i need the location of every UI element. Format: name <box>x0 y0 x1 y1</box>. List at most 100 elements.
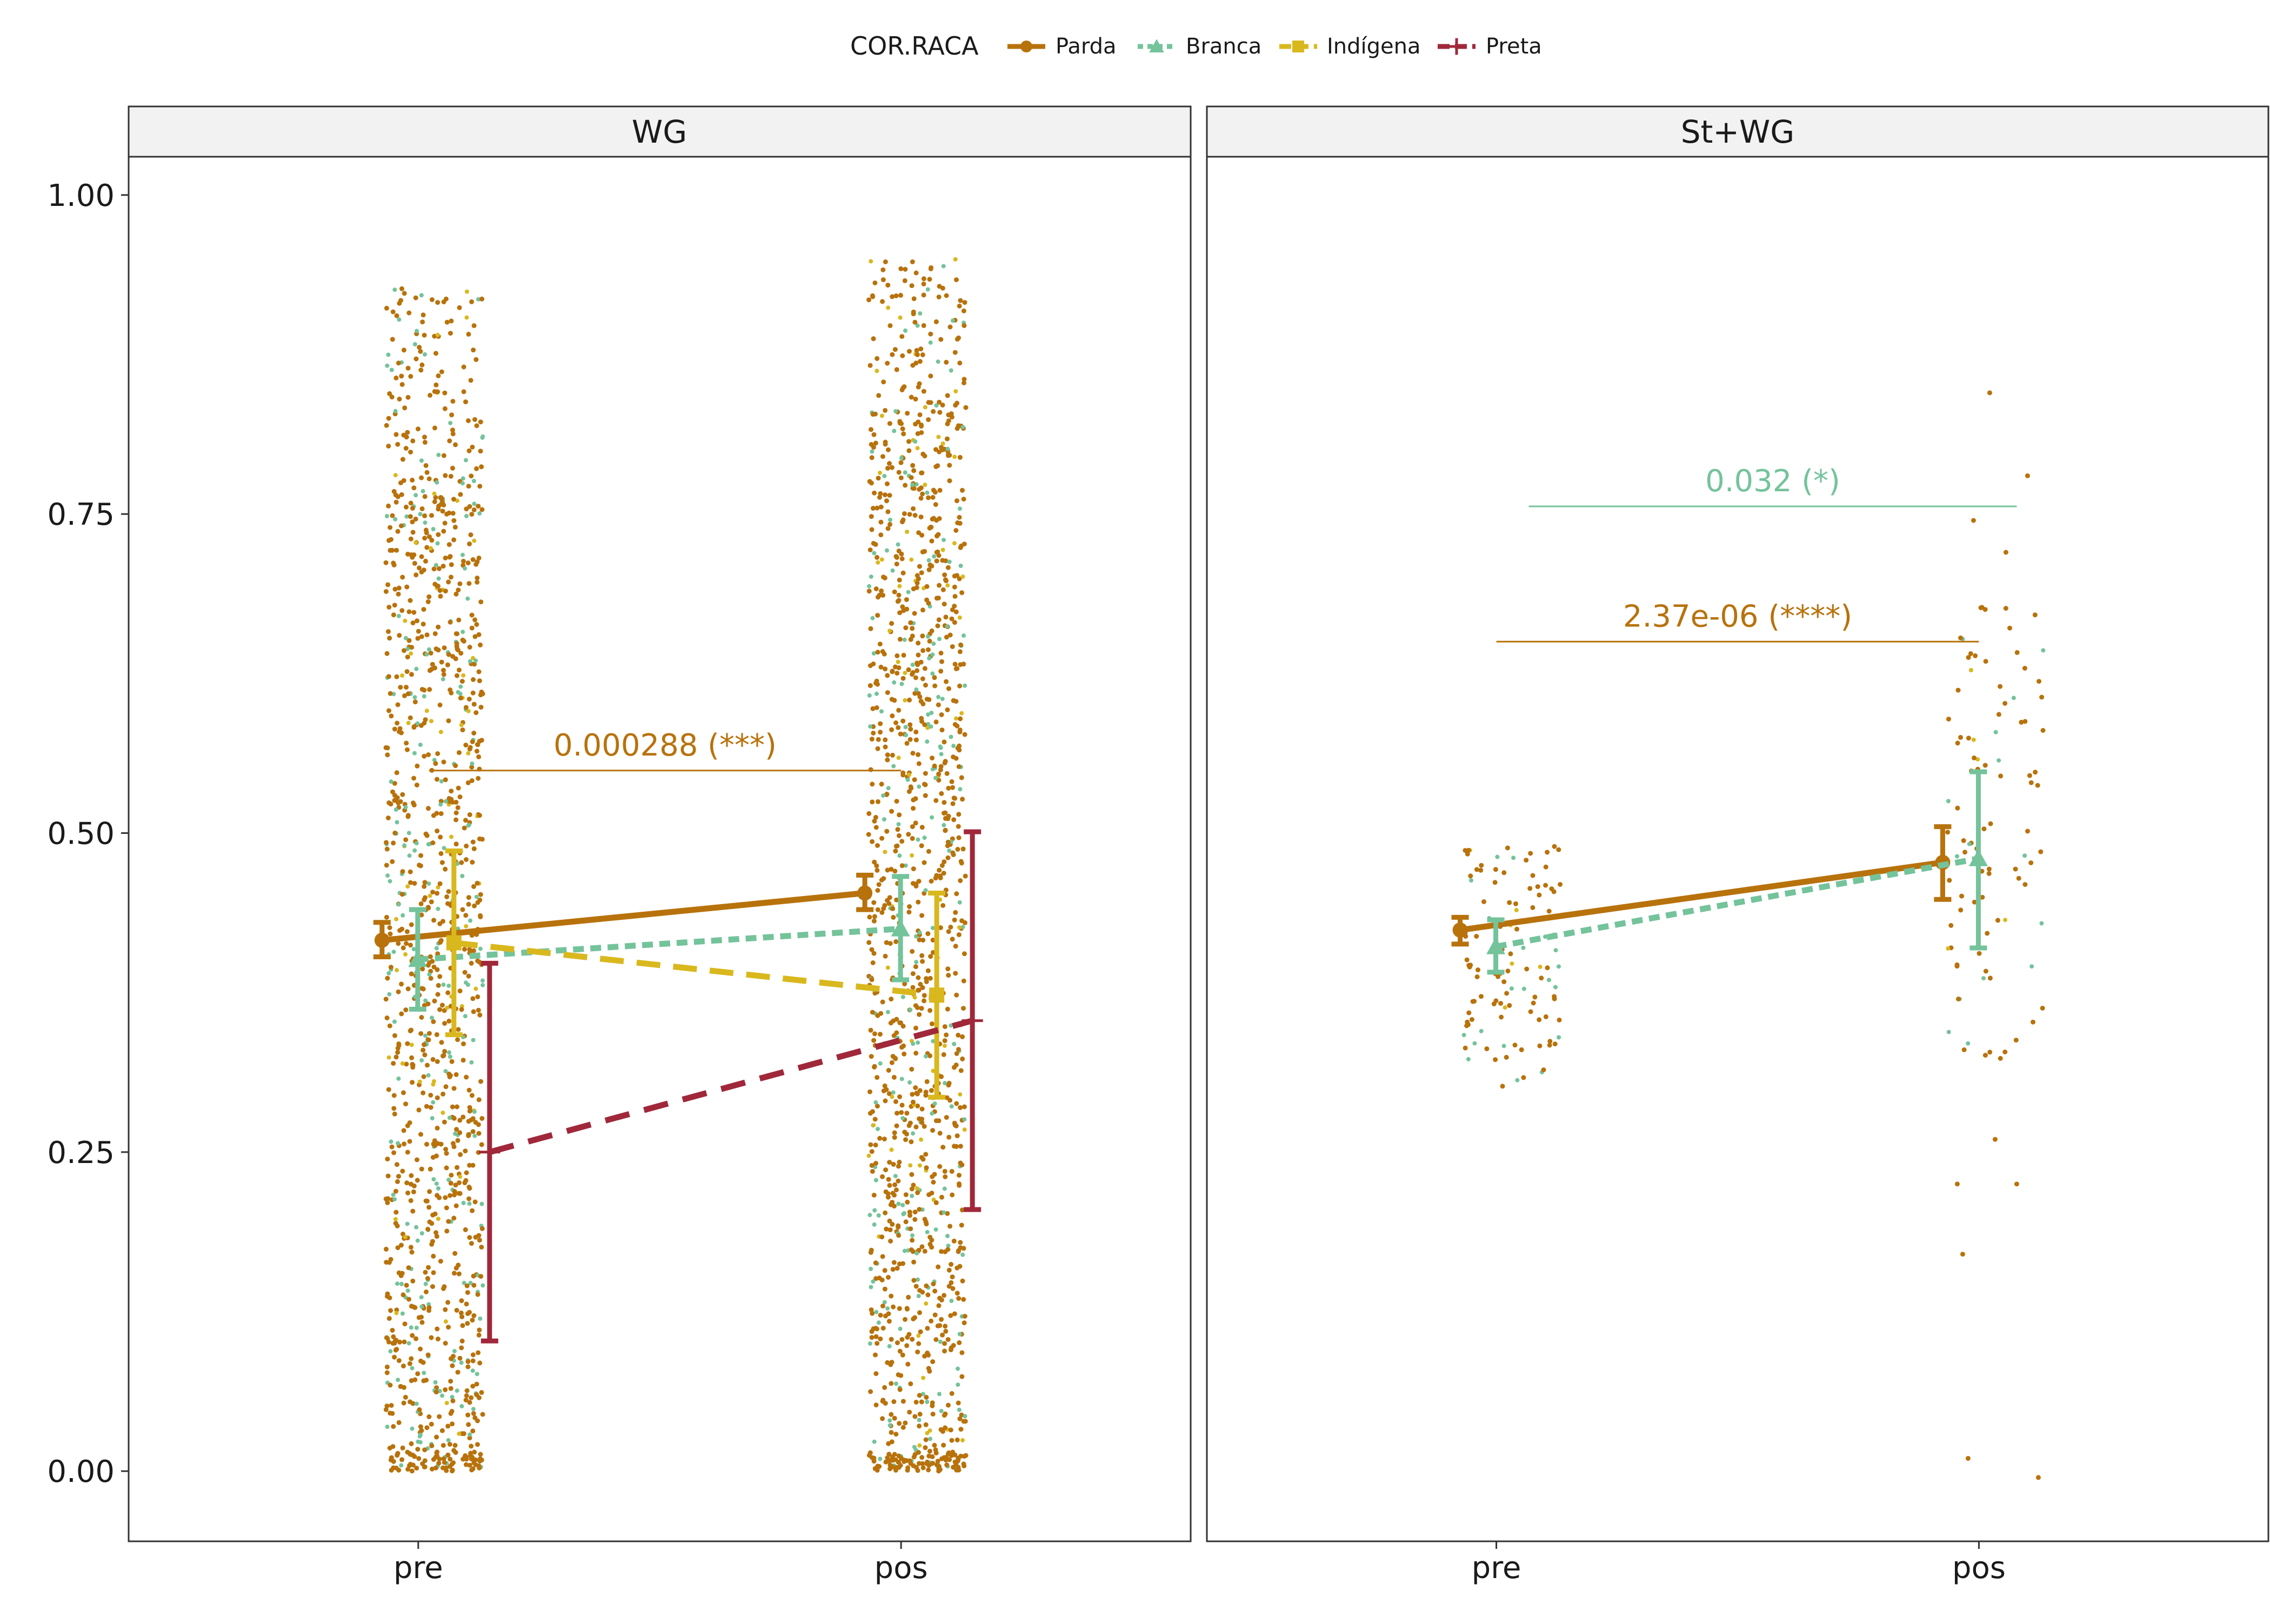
data-point <box>952 350 958 355</box>
data-point <box>917 1088 923 1093</box>
data-point <box>446 718 451 724</box>
data-point <box>890 568 895 573</box>
data-point <box>935 549 940 554</box>
data-point <box>1955 687 1961 693</box>
data-point <box>891 1074 897 1080</box>
data-point <box>430 890 436 895</box>
data-point <box>467 541 472 546</box>
data-point <box>2003 918 2007 923</box>
data-point <box>949 1345 954 1351</box>
data-point <box>957 520 963 526</box>
data-point <box>405 1221 410 1226</box>
data-point <box>453 810 459 816</box>
data-point <box>419 1295 424 1300</box>
data-point <box>440 1393 445 1398</box>
data-point <box>952 455 957 459</box>
data-point <box>423 831 429 837</box>
data-point <box>923 483 927 487</box>
data-point <box>906 910 912 915</box>
data-point <box>436 1217 440 1221</box>
data-point <box>887 461 892 466</box>
data-point <box>942 1038 947 1044</box>
data-point <box>868 1027 873 1033</box>
data-point <box>889 997 894 1002</box>
data-point <box>902 1248 907 1253</box>
data-point <box>918 514 924 520</box>
data-point <box>410 1401 416 1406</box>
data-point <box>470 1208 475 1213</box>
data-point <box>440 1111 445 1115</box>
data-point <box>911 468 917 473</box>
data-point <box>1466 963 1472 968</box>
data-point <box>866 297 872 303</box>
data-point <box>919 1137 924 1142</box>
data-point <box>439 1428 445 1433</box>
data-point <box>909 1172 914 1177</box>
data-point <box>957 360 963 366</box>
data-point <box>435 541 440 546</box>
data-point <box>873 814 878 820</box>
data-point <box>399 981 404 987</box>
data-point <box>913 796 918 801</box>
mean-marker-branca-pos <box>1968 849 1988 866</box>
data-point <box>944 359 949 365</box>
data-point <box>385 514 389 518</box>
data-point <box>426 594 432 599</box>
data-point <box>396 360 401 366</box>
data-point <box>391 1424 396 1429</box>
data-point <box>949 1169 954 1174</box>
data-point <box>393 375 399 380</box>
data-point <box>463 399 469 405</box>
data-point <box>414 1401 419 1406</box>
data-point <box>914 668 920 673</box>
data-point <box>900 1399 906 1404</box>
data-point <box>913 1124 919 1130</box>
annotations-st-wg <box>1496 505 2017 643</box>
data-point <box>466 331 471 337</box>
data-point <box>432 665 438 671</box>
data-point <box>471 1282 477 1288</box>
data-point <box>1519 1047 1524 1052</box>
data-point <box>891 1304 896 1309</box>
data-point <box>952 1041 957 1046</box>
data-point <box>958 716 963 721</box>
data-point <box>416 1315 422 1320</box>
data-point <box>886 305 891 310</box>
data-point <box>962 323 967 328</box>
data-point <box>929 628 934 633</box>
data-point <box>399 373 404 379</box>
data-point <box>948 925 953 930</box>
data-point <box>906 1294 911 1300</box>
data-point <box>406 638 412 643</box>
data-point <box>464 1462 469 1467</box>
data-point <box>900 1425 906 1430</box>
data-point <box>943 810 948 816</box>
data-point <box>457 667 462 673</box>
data-point <box>429 1241 435 1247</box>
data-point <box>1958 635 1963 640</box>
data-point <box>907 349 912 354</box>
data-point <box>426 1031 432 1036</box>
data-point <box>873 440 878 446</box>
data-point <box>471 1411 476 1416</box>
data-point <box>882 575 887 580</box>
data-point <box>939 1249 944 1254</box>
data-point <box>948 1313 953 1318</box>
data-point <box>435 1095 440 1100</box>
data-point <box>2038 849 2044 854</box>
data-point <box>384 423 389 428</box>
data-point <box>389 1139 393 1144</box>
data-point <box>897 1159 902 1165</box>
data-point <box>958 1240 963 1245</box>
data-point <box>924 584 930 589</box>
data-point <box>954 337 960 342</box>
data-point <box>958 1160 963 1166</box>
data-point <box>470 444 475 450</box>
data-point <box>2013 1038 2019 1043</box>
data-point <box>436 624 441 630</box>
data-point <box>409 1468 415 1474</box>
data-point <box>903 1192 909 1198</box>
data-point <box>890 352 895 357</box>
data-point <box>395 1224 400 1228</box>
